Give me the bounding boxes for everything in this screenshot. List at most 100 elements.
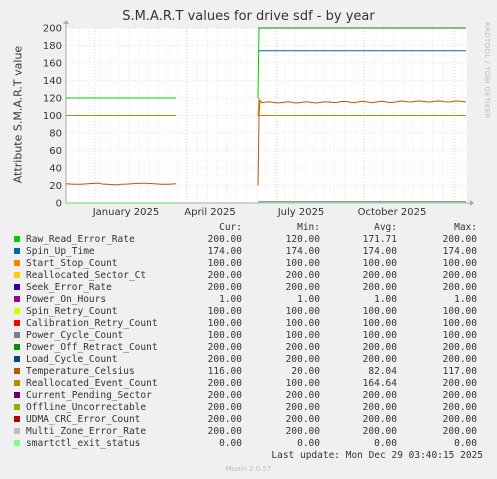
legend-row: Start_Stop_Count 100.00 100.00 100.00 100.00 <box>0 258 497 270</box>
legend-min: 100.00 <box>285 258 320 269</box>
legend-row: smartctl_exit_status 0.00 0.00 0.00 0.00 <box>0 438 497 450</box>
y-tick-label: 60 <box>49 146 62 157</box>
legend-row: Offline_Uncorrectable 200.00 200.00 200.00 2… <box>0 402 497 414</box>
legend-cur: 100.00 <box>207 258 242 269</box>
legend-max: 200.00 <box>442 378 477 389</box>
legend-label: Spin_Retry_Count <box>26 306 118 317</box>
legend-label: Spin_Up_Time <box>26 246 95 257</box>
series-temperature-celsius <box>257 99 467 186</box>
legend-max: 200.00 <box>442 354 477 365</box>
legend-min: 200.00 <box>285 282 320 293</box>
legend-avg: 174.00 <box>362 246 397 257</box>
last-update: Last update: Mon Dec 29 03:40:15 2025 <box>271 450 483 461</box>
legend-max: 100.00 <box>442 318 477 329</box>
munin-version: Munin 2.0.57 <box>225 465 272 473</box>
legend-avg: 164.64 <box>362 378 397 389</box>
legend-label: Power_On_Hours <box>26 294 107 305</box>
legend-max: 117.00 <box>442 366 477 377</box>
x-axis-arrow <box>470 200 474 206</box>
legend-max: 100.00 <box>442 306 477 317</box>
series-raw-read-error-rate <box>257 27 260 99</box>
legend-min: 0.00 <box>297 438 320 449</box>
rrdtool-credit: RRDTOOL / TOBI OETIKER <box>483 22 491 119</box>
legend-avg: 200.00 <box>362 426 397 437</box>
legend-max: 174.00 <box>442 246 477 257</box>
legend-max: 200.00 <box>442 342 477 353</box>
legend-cur: 0.00 <box>219 438 242 449</box>
legend-cur: 200.00 <box>207 282 242 293</box>
series-reallocated-event-count <box>257 97 260 116</box>
legend-swatch <box>14 284 20 290</box>
legend-swatch <box>14 428 20 434</box>
legend-swatch <box>14 248 20 254</box>
legend-min: 200.00 <box>285 390 320 401</box>
legend-min: 100.00 <box>285 378 320 389</box>
legend-swatch <box>14 416 20 422</box>
legend-swatch <box>14 380 20 386</box>
legend-swatch <box>14 392 20 398</box>
legend-label: Load_Cycle_Count <box>26 354 118 365</box>
legend-row: Reallocated_Sector_Ct 200.00 200.00 200.00 2… <box>0 270 497 282</box>
legend-swatch <box>14 236 20 242</box>
x-tick-label: January 2025 <box>92 207 160 218</box>
legend-cur: 200.00 <box>207 342 242 353</box>
legend-min: 120.00 <box>285 234 320 245</box>
legend-label: Multi_Zone_Error_Rate <box>26 426 147 437</box>
y-tick-label: 0 <box>56 199 62 210</box>
legend-max: 200.00 <box>442 414 477 425</box>
legend-label: Power_Off_Retract_Count <box>26 342 158 353</box>
legend-swatch <box>14 368 20 374</box>
legend-row: Multi_Zone_Error_Rate 200.00 200.00 200.00 2… <box>0 426 497 438</box>
legend-swatch <box>14 320 20 326</box>
legend-min: 100.00 <box>285 306 320 317</box>
legend-cur: 174.00 <box>207 246 242 257</box>
header-cur: Cur: <box>219 222 242 233</box>
legend-cur: 200.00 <box>207 378 242 389</box>
legend-max: 200.00 <box>442 426 477 437</box>
legend-row: Power_Cycle_Count 100.00 100.00 100.00 100.0… <box>0 330 497 342</box>
legend-min: 200.00 <box>285 354 320 365</box>
legend-label: Offline_Uncorrectable <box>26 402 147 413</box>
legend-min: 100.00 <box>285 330 320 341</box>
legend-max: 200.00 <box>442 234 477 245</box>
series-temperature-celsius <box>65 182 177 186</box>
y-tick-label: 100 <box>43 111 62 122</box>
header-max: Max: <box>454 222 477 233</box>
legend-cur: 200.00 <box>207 414 242 425</box>
legend-swatch <box>14 440 20 446</box>
legend-max: 200.00 <box>442 270 477 281</box>
legend-avg: 200.00 <box>362 354 397 365</box>
legend-min: 20.00 <box>291 366 320 377</box>
legend-swatch <box>14 356 20 362</box>
legend-avg: 200.00 <box>362 390 397 401</box>
legend-row: Power_Off_Retract_Count 200.00 200.00 200.0… <box>0 342 497 354</box>
legend-label: smartctl_exit_status <box>26 438 141 449</box>
legend-label: Temperature_Celsius <box>26 366 135 377</box>
legend-label: Start_Stop_Count <box>26 258 118 269</box>
legend-max: 0.00 <box>454 438 477 449</box>
legend-row: Load_Cycle_Count 200.00 200.00 200.00 200.00 <box>0 354 497 366</box>
legend-swatch <box>14 404 20 410</box>
legend-avg: 171.71 <box>362 234 397 245</box>
legend-max: 200.00 <box>442 390 477 401</box>
legend-label: Reallocated_Sector_Ct <box>26 270 147 281</box>
x-tick-label: July 2025 <box>277 207 325 218</box>
legend-avg: 200.00 <box>362 414 397 425</box>
legend-avg: 200.00 <box>362 270 397 281</box>
legend-avg: 100.00 <box>362 330 397 341</box>
legend-cur: 200.00 <box>207 390 242 401</box>
legend-swatch <box>14 344 20 350</box>
legend-min: 200.00 <box>285 426 320 437</box>
y-tick-label: 160 <box>43 59 62 70</box>
legend-swatch <box>14 296 20 302</box>
legend-max: 1.00 <box>454 294 477 305</box>
legend-max: 100.00 <box>442 330 477 341</box>
legend-row: Calibration_Retry_Count 100.00 100.00 100.0… <box>0 318 497 330</box>
y-axis-label: Attribute S.M.A.R.T value <box>11 45 25 184</box>
legend-avg: 82.04 <box>368 366 397 377</box>
legend-cur: 200.00 <box>207 270 242 281</box>
legend-row: UDMA_CRC_Error_Count 200.00 200.00 200.00 20… <box>0 414 497 426</box>
header-avg: Avg: <box>374 222 397 233</box>
legend-row: Power_On_Hours 1.00 1.00 1.00 1.00 <box>0 294 497 306</box>
legend-cur: 200.00 <box>207 426 242 437</box>
